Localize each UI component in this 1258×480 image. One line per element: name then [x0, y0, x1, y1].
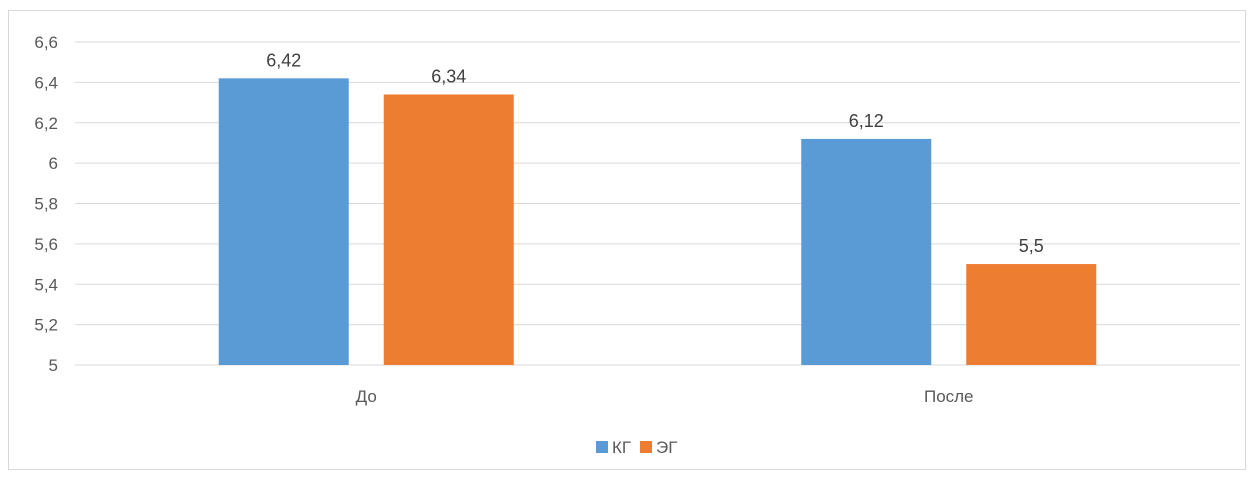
y-tick-label: 6,6: [34, 33, 58, 52]
y-tick-label: 5,6: [34, 235, 58, 254]
bar-КГ-После: [801, 138, 932, 365]
y-tick-label: 5,4: [34, 275, 58, 294]
bar-КГ-До: [218, 78, 349, 366]
y-tick-label: 5,8: [34, 195, 58, 214]
y-tick-label: 6,2: [34, 114, 58, 133]
legend-swatch: [640, 441, 652, 453]
legend-label: КГ: [612, 438, 631, 457]
y-tick-label: 5,2: [34, 316, 58, 335]
x-category-label: После: [924, 387, 974, 406]
data-label: 6,12: [849, 111, 884, 131]
data-label: 5,5: [1019, 236, 1044, 256]
legend-swatch: [596, 441, 608, 453]
x-category-label: До: [356, 387, 377, 406]
y-tick-label: 6: [49, 154, 58, 173]
chart-frame: [8, 10, 1246, 470]
y-tick-label: 5: [49, 356, 58, 375]
bar-ЭГ-До: [383, 94, 514, 366]
data-label: 6,42: [266, 50, 301, 70]
bar-ЭГ-После: [966, 264, 1097, 365]
y-tick-label: 6,4: [34, 73, 58, 92]
legend-label: ЭГ: [656, 438, 677, 457]
data-label: 6,34: [431, 66, 466, 86]
